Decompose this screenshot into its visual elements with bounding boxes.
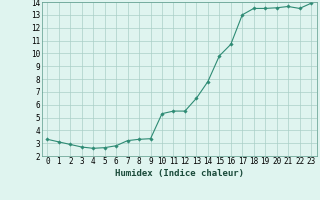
X-axis label: Humidex (Indice chaleur): Humidex (Indice chaleur): [115, 169, 244, 178]
